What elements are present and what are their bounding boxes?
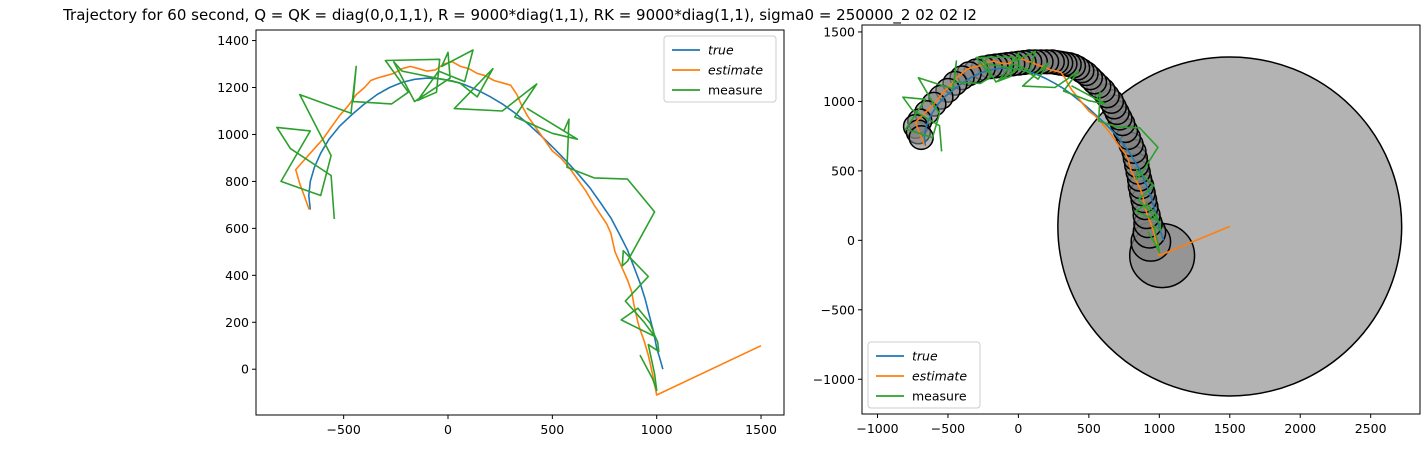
x-tick-label: −1000 [856,421,898,436]
x-tick-label: −500 [326,422,360,437]
series-line-true [923,67,1165,241]
x-tick-label: 1500 [745,422,777,437]
x-tick-label: 2500 [1355,421,1387,436]
y-tick-label: 1000 [823,94,855,109]
legend-label-estimate: estimate [708,63,763,78]
plot-area [902,49,1403,397]
axes-frame [255,29,785,416]
figure-title: Trajectory for 60 second, Q = QK = diag(… [63,6,977,24]
legend-label-estimate: estimate [912,369,967,384]
y-tick-label: 1000 [217,127,249,142]
legend-box [663,35,777,103]
y-tick-label: −500 [821,302,855,317]
x-tick-label: 0 [444,422,452,437]
right-axes: −1000 −500 0 500 1000 1500 2000 2500 −1000 −500 0 5… [813,24,1421,436]
x-tick-label: 500 [1077,421,1101,436]
y-tick-label: 600 [225,221,249,236]
series-line-true [307,77,664,370]
y-tick-label: 1500 [823,24,855,39]
y-tick-label: 200 [225,315,249,330]
legend-label-true: true [708,43,734,58]
legend: true estimate measure [867,341,981,409]
series-line-measure [902,50,1162,254]
legend-label-measure: measure [912,389,967,404]
x-tick-label: −500 [931,421,965,436]
x-tick-label: 1000 [1143,421,1175,436]
y-tick-label: 1400 [217,33,249,48]
left-axes: −500 0 500 1000 1500 0 200 400 600 800 1000 1200 140… [217,29,785,437]
x-tick-label: 1000 [641,422,673,437]
series-line-estimate [914,57,1231,257]
x-tick-label: 1500 [1214,421,1246,436]
y-tick-label: 500 [831,163,855,178]
series-line-estimate [294,60,762,396]
x-tick-label: 0 [1014,421,1022,436]
legend-label-measure: measure [708,83,763,98]
y-tick-label: 1200 [217,80,249,95]
y-tick-label: 400 [225,268,249,283]
y-tick-label: 800 [225,174,249,189]
axes-frame [861,24,1421,415]
legend-box [867,341,981,409]
y-tick-label: 0 [847,233,855,248]
legend-label-true: true [912,349,938,364]
plot-area [276,49,762,396]
series-line-measure [276,49,660,392]
y-tick-label: 0 [241,362,249,377]
legend: true estimate measure [663,35,777,103]
x-tick-label: 2000 [1284,421,1316,436]
x-tick-label: 500 [540,422,564,437]
y-tick-label: −1000 [813,372,855,387]
